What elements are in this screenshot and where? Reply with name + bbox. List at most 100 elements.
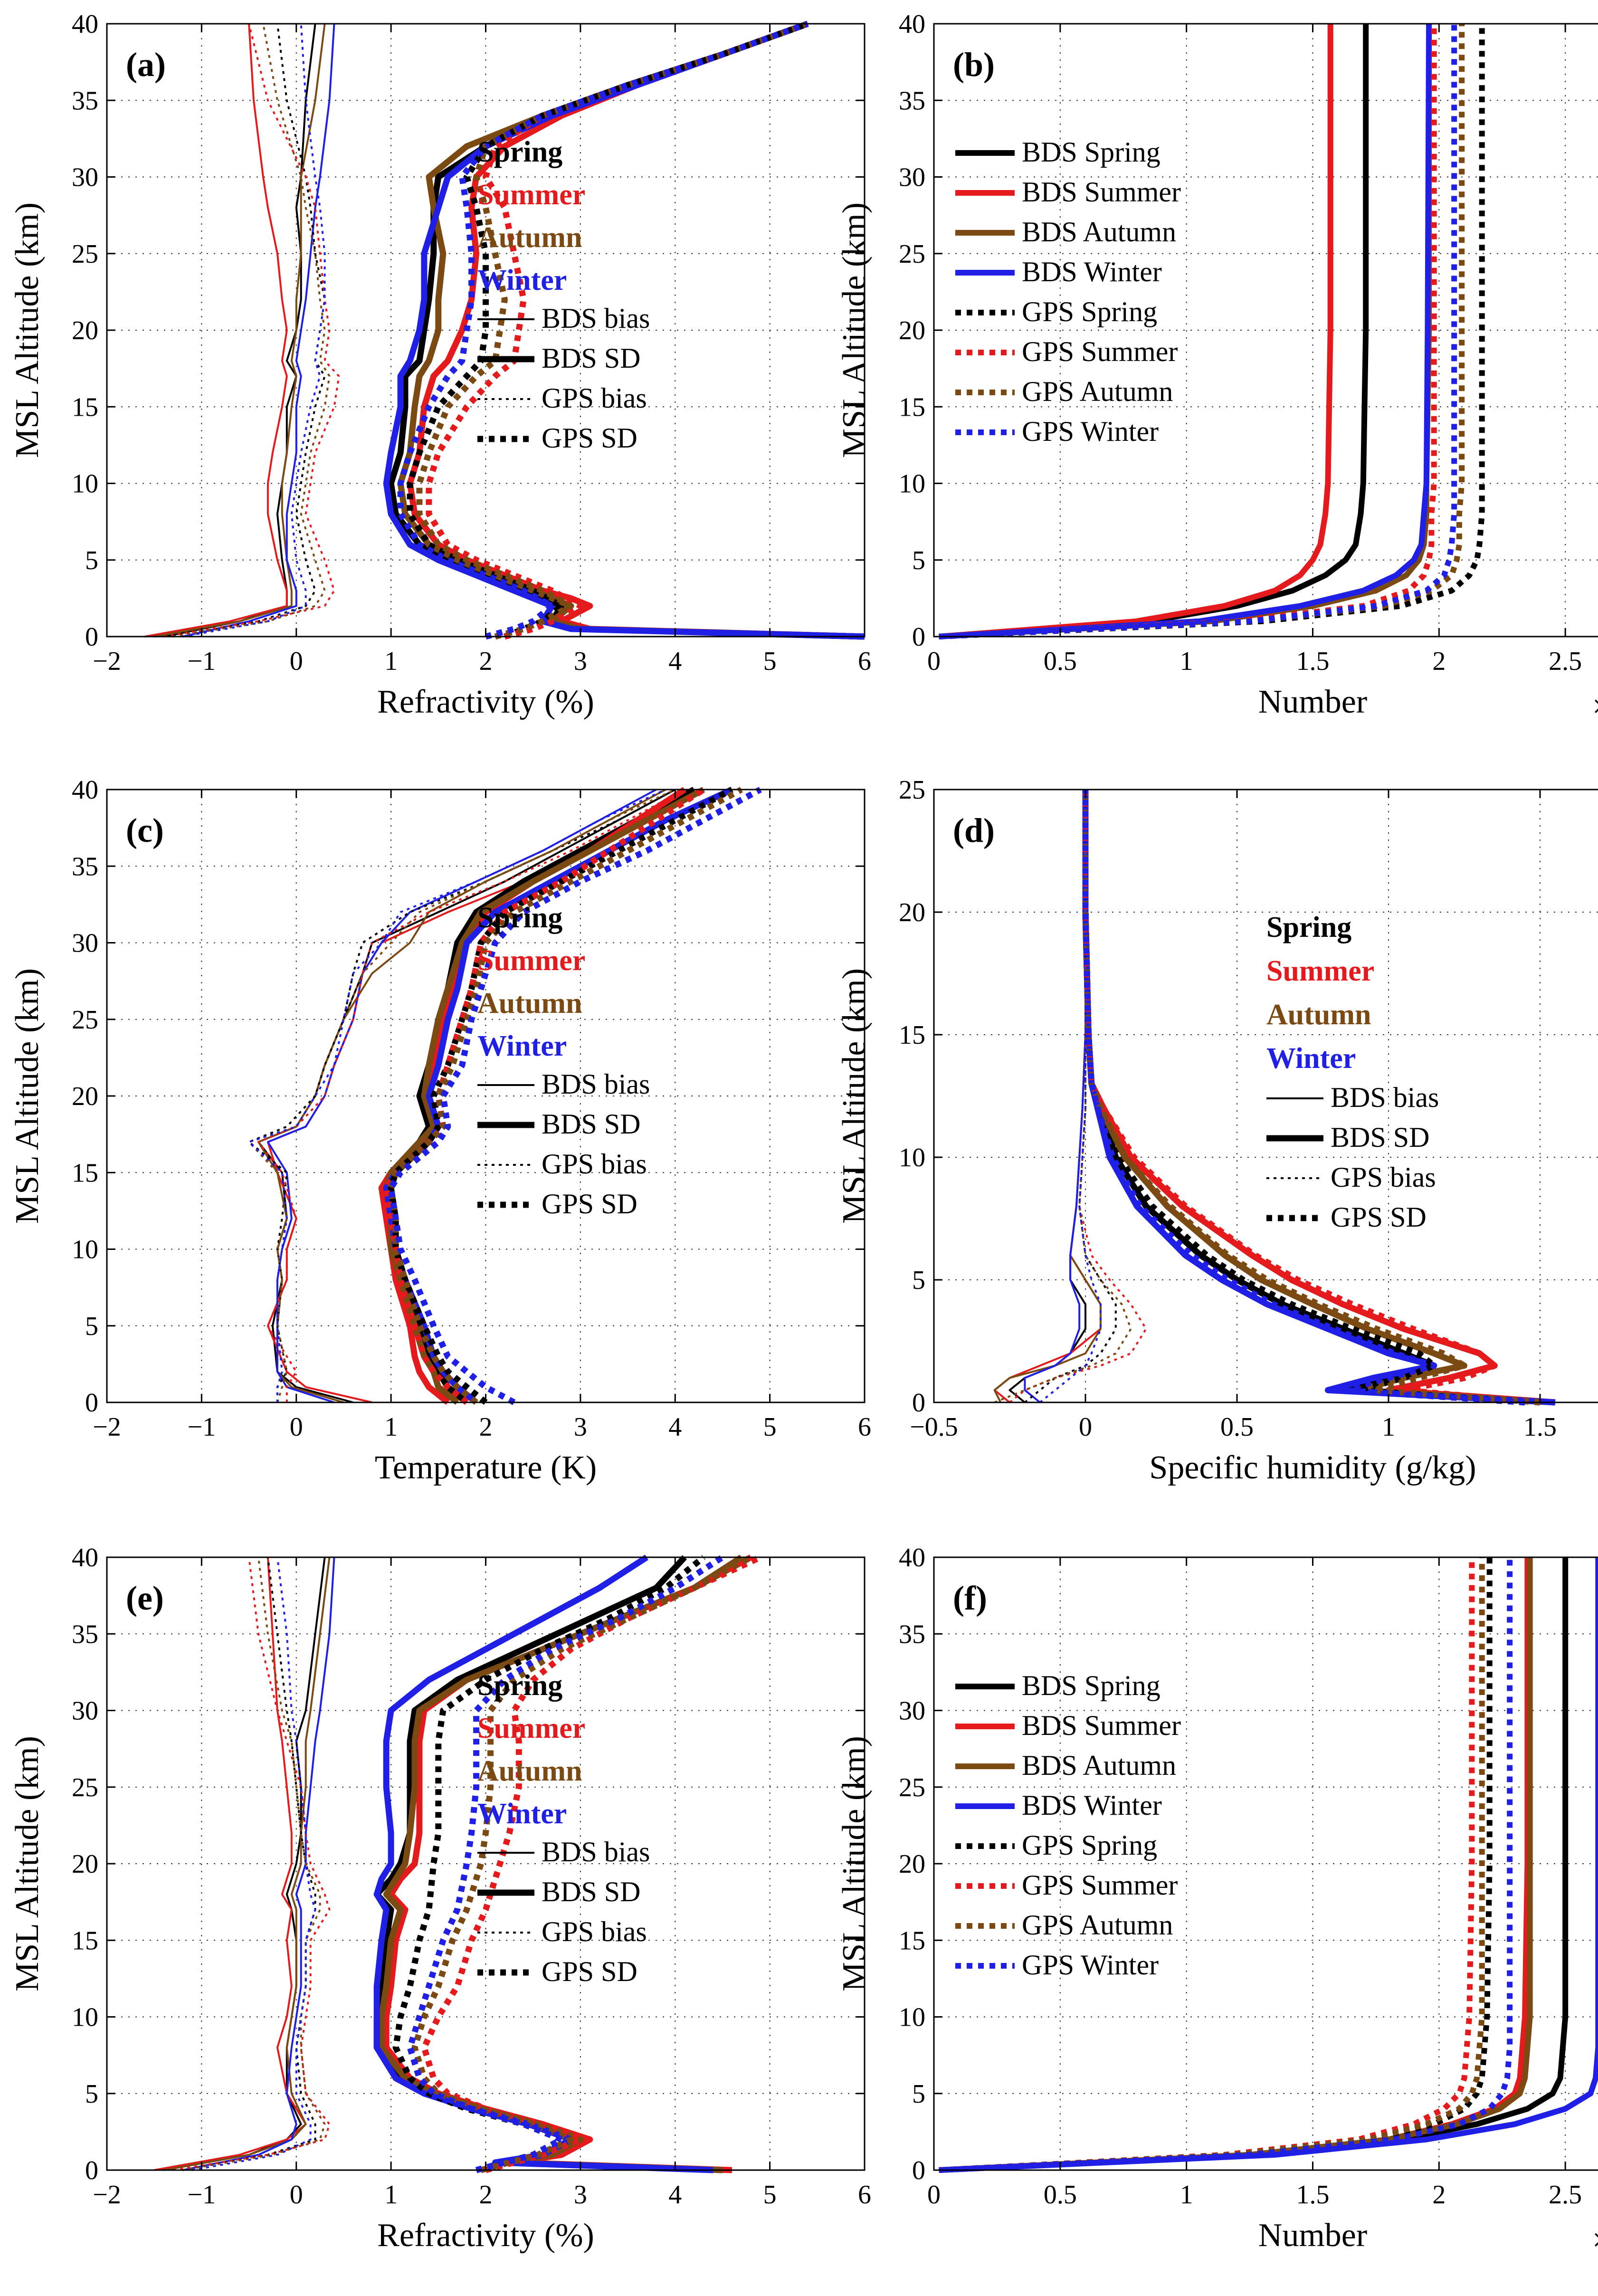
legend-entry: GPS Autumn	[1022, 1909, 1173, 1941]
series-line-summer-gps-sd	[1082, 790, 1541, 1406]
series-line-winter-gps-bias	[192, 1557, 316, 2171]
legend-season-winter: Winter	[477, 264, 567, 296]
legend-entry: BDS Summer	[1022, 176, 1181, 208]
y-tick-label: 40	[72, 775, 98, 805]
x-axis-label: Number	[1258, 2217, 1367, 2254]
series-line-summer-gps-sd	[426, 20, 809, 640]
legend-entry: GPS SD	[542, 1188, 637, 1219]
legend-season-spring: Spring	[477, 136, 562, 168]
series-line-winter-bds-bias	[1024, 790, 1086, 1403]
series-line-summer-gps-summer	[939, 1557, 1475, 2173]
series-line-winter-gps-bias	[1039, 790, 1102, 1403]
x-tick-label: 2	[479, 2180, 493, 2210]
y-tick-label: 0	[912, 622, 925, 652]
legend-season-summer: Summer	[477, 179, 585, 211]
legend-entry: BDS Winter	[1022, 1790, 1162, 1821]
y-tick-label: 35	[899, 86, 925, 115]
x-tick-label: −2	[93, 647, 121, 676]
y-tick-label: 5	[85, 546, 98, 575]
x-tick-label: 0	[927, 2180, 941, 2210]
legend-entry: BDS bias	[542, 1068, 650, 1100]
x-tick-label: 6	[858, 2180, 871, 2210]
panel-tag: (f)	[953, 1579, 987, 1617]
legend-entry: BDS SD	[542, 1876, 640, 1907]
x-tick-label: 3	[574, 647, 587, 676]
legend-entry: BDS SD	[1331, 1122, 1429, 1153]
x-tick-label: 1	[384, 1412, 398, 1442]
legend-season-winter: Winter	[477, 1030, 567, 1062]
y-tick-label: 35	[72, 86, 98, 115]
x-tick-label: −0.5	[910, 1412, 958, 1442]
y-tick-label: 35	[72, 1620, 98, 1649]
y-tick-label: 25	[899, 775, 925, 805]
legend-entry: GPS bias	[542, 1148, 647, 1180]
legend-season-spring: Spring	[477, 1669, 562, 1702]
y-tick-label: 15	[899, 392, 925, 422]
y-axis-label: MSL Altitude (km)	[836, 1736, 873, 1991]
legend-entry: BDS Spring	[1022, 1670, 1160, 1701]
x-tick-label: 0	[927, 647, 941, 676]
legend-entry: GPS bias	[542, 382, 647, 414]
y-tick-label: 5	[85, 2079, 98, 2109]
series-line-winter-gps-sd	[388, 787, 762, 1405]
series-line-summer-gps-bias	[163, 23, 340, 638]
legend-season-spring: Spring	[477, 902, 562, 934]
legend-entry: GPS SD	[542, 422, 637, 454]
x-tick-label: 5	[763, 647, 777, 676]
x-tick-label: −1	[188, 2180, 216, 2210]
panel-tag: (a)	[126, 46, 166, 84]
series-line-autumn-gps-sd	[416, 20, 809, 640]
series-line-spring-gps-bias	[1024, 790, 1117, 1403]
x-tick-label: 1.5	[1296, 647, 1330, 676]
legend-season-summer: Summer	[1266, 955, 1374, 987]
series-line-summer-bds-bias	[144, 23, 288, 638]
y-tick-label: 0	[85, 1388, 98, 1418]
x-tick-label: 2	[1432, 2180, 1446, 2210]
legend-entry: GPS bias	[542, 1916, 647, 1947]
series-line-summer-gps-sd	[421, 1554, 762, 2173]
series-line-autumn-gps-bias	[182, 1557, 326, 2171]
y-tick-label: 25	[72, 1773, 98, 1802]
panel-b: 00.511.522.530510152025303540NumberMSL A…	[836, 10, 1598, 725]
y-tick-label: 5	[85, 1312, 98, 1341]
series-line-autumn-gps-autumn	[939, 1557, 1485, 2173]
y-tick-label: 10	[72, 469, 98, 499]
series-line-summer-bds-summer	[939, 24, 1333, 639]
panel-e: −2 −1 0 1 2 3 4 5 6 0 5 10 15 20 25 30 35 40 Refractivity …	[9, 1543, 871, 2254]
series-line-autumn-gps-sd	[411, 1554, 752, 2173]
series-line-spring-gps-bias	[173, 23, 326, 638]
legend-entry: BDS Summer	[1022, 1710, 1181, 1741]
series-line-spring-gps-sd	[407, 20, 809, 640]
series-group	[248, 787, 762, 1405]
y-tick-label: 30	[72, 929, 98, 958]
x-tick-label: −2	[93, 1412, 121, 1442]
y-tick-label: 40	[899, 10, 925, 39]
series-group	[939, 23, 1485, 639]
legend-entry: BDS bias	[542, 1836, 650, 1867]
series-line-winter-bds-winter	[939, 1557, 1598, 2173]
y-tick-label: 5	[912, 546, 925, 575]
x-tick-label: 0	[1079, 1412, 1092, 1442]
x-tick-label: 5	[763, 2180, 777, 2210]
x-tick-label: −1	[188, 647, 216, 676]
x-tick-label: 2	[479, 1412, 493, 1442]
legend-season-spring: Spring	[1266, 911, 1351, 943]
legend-entry: GPS SD	[1331, 1201, 1427, 1233]
series-line-autumn-bds-sd	[397, 20, 865, 640]
series-line-winter-bds-sd	[1082, 790, 1556, 1406]
x-tick-label: 1.5	[1523, 1412, 1557, 1442]
panel-tag: (d)	[953, 811, 995, 849]
y-tick-label: 10	[72, 2003, 98, 2032]
panel-d: −0.500.511.520510152025Specific humidity…	[836, 775, 1598, 1486]
x-tick-label: 0	[290, 2180, 303, 2210]
y-tick-label: 15	[72, 1158, 98, 1188]
legend-season-winter: Winter	[477, 1798, 567, 1830]
legend-entry: BDS Spring	[1022, 136, 1160, 168]
y-tick-label: 0	[85, 622, 98, 652]
y-tick-label: 20	[899, 316, 925, 345]
x-tick-label: 2	[1432, 647, 1446, 676]
legend-season-summer: Summer	[477, 1712, 585, 1744]
y-tick-label: 25	[899, 239, 925, 269]
y-tick-label: 25	[72, 1005, 98, 1035]
plot-area	[934, 1557, 1598, 2170]
